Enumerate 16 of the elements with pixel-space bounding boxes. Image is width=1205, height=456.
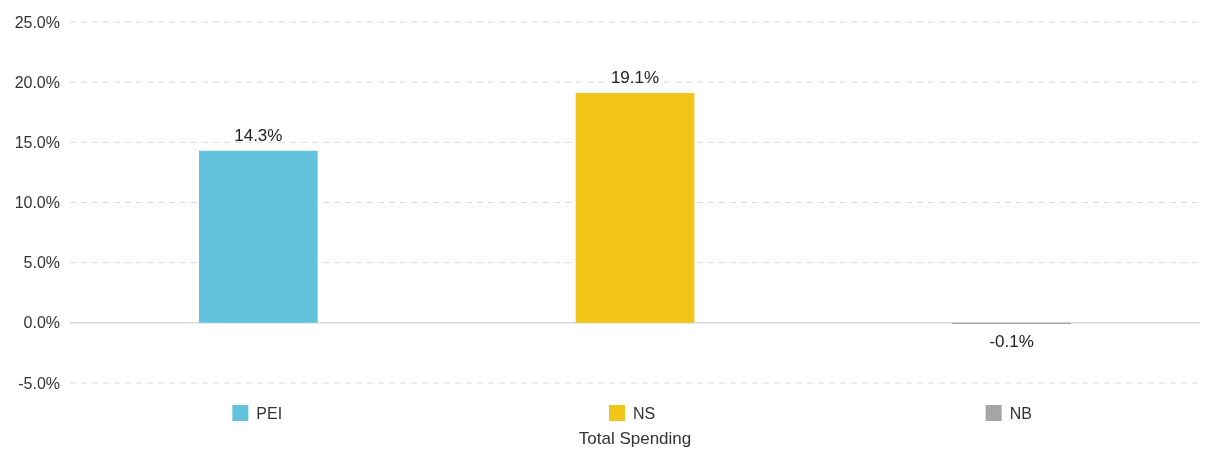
y-tick-label: 5.0% [23,254,60,272]
y-tick-label: 25.0% [14,13,60,31]
y-tick-label: 0.0% [23,314,60,332]
y-tick-label: -5.0% [18,374,60,392]
data-label: 14.3% [234,125,283,145]
bar [199,150,318,323]
y-tick-label: 15.0% [14,133,60,151]
legend-label: NB [1009,404,1032,422]
data-label: 19.1% [610,68,660,87]
legend-label: PEI [256,404,283,422]
legend-label: NS [633,404,656,422]
data-label: -0.1% [989,331,1034,351]
y-tick-label: 10.0% [14,194,60,212]
x-axis-title: Total Spending [578,429,692,448]
bar [575,93,695,323]
y-tick-label: 20.0% [14,73,60,91]
